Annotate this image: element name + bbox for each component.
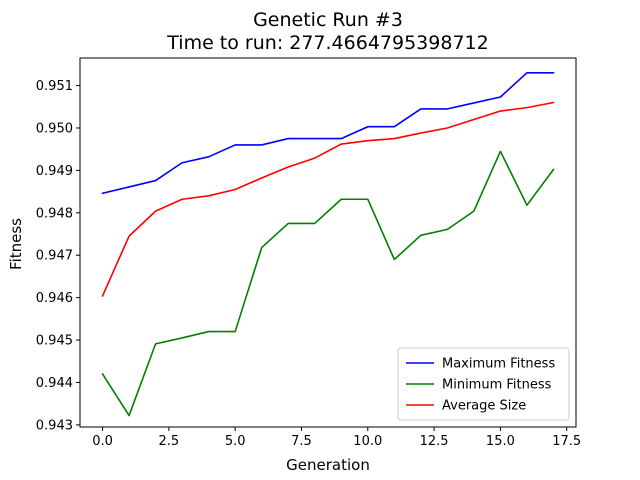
x-axis-label: Generation xyxy=(286,456,370,474)
y-axis-ticks: 0.943 0.944 0.945 0.946 0.947 0.948 0.949 0.950… xyxy=(36,79,80,433)
legend-label-3: Average Size xyxy=(442,399,526,414)
legend: Maximum Fitness Minimum Fitness Average Si… xyxy=(397,347,570,421)
chart-title: Genetic Run #3 xyxy=(253,9,403,31)
y-tick-label: 0.948 xyxy=(36,206,73,221)
x-tick-label: 12.5 xyxy=(420,434,449,449)
y-tick-label: 0.946 xyxy=(36,291,73,306)
x-tick-label: 17.5 xyxy=(552,434,581,449)
legend-label-2: Minimum Fitness xyxy=(442,378,552,393)
legend-entries: Maximum Fitness Minimum Fitness Average Si… xyxy=(406,357,555,414)
x-tick-label: 0.0 xyxy=(92,434,113,449)
x-tick-label: 15.0 xyxy=(486,434,515,449)
legend-label-1: Maximum Fitness xyxy=(442,357,555,372)
y-tick-label: 0.949 xyxy=(36,164,73,179)
x-axis-ticks: 0.0 2.5 5.0 7.5 10.0 12.5 15.0 17.5 xyxy=(92,427,581,449)
y-tick-label: 0.944 xyxy=(36,376,73,391)
y-tick-label: 0.950 xyxy=(36,121,73,136)
x-tick-label: 5.0 xyxy=(225,434,246,449)
series-line-2 xyxy=(101,150,555,417)
plot-frame xyxy=(79,57,577,428)
x-tick-label: 10.0 xyxy=(353,434,382,449)
y-tick-label: 0.945 xyxy=(36,334,73,349)
series-line-1 xyxy=(101,72,555,195)
chart-subtitle: Time to run: 277.4664795398712 xyxy=(166,32,488,54)
legend-box xyxy=(397,347,570,421)
y-tick-label: 0.951 xyxy=(36,79,73,94)
series-layer xyxy=(101,72,555,417)
x-tick-label: 7.5 xyxy=(291,434,312,449)
series-line-3 xyxy=(101,101,555,297)
y-tick-label: 0.943 xyxy=(36,418,73,433)
y-tick-label: 0.947 xyxy=(36,249,73,264)
y-axis-label: Fitness xyxy=(7,218,25,270)
x-tick-label: 2.5 xyxy=(159,434,180,449)
